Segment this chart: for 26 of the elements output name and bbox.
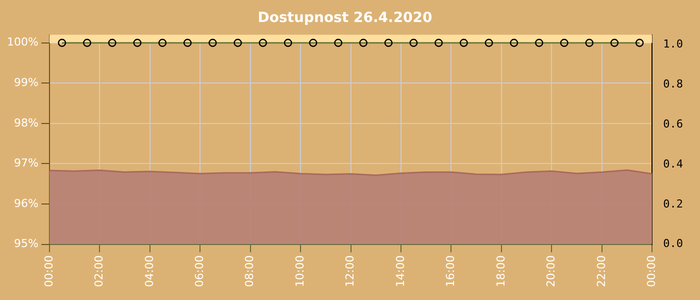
x-tick-label: 12:00 — [344, 255, 357, 288]
x-tick-label: 18:00 — [494, 255, 508, 288]
y2-tick-label: 0.0 — [663, 237, 684, 250]
y-tick-label: 96% — [14, 196, 38, 210]
x-tick-label: 10:00 — [293, 255, 306, 288]
y-tick-label: 98% — [14, 116, 38, 130]
x-tick-label: 20:00 — [544, 255, 558, 288]
y2-tick-label: 0.8 — [663, 78, 684, 91]
x-tick-label: 02:00 — [92, 255, 106, 288]
x-tick-label: 16:00 — [444, 255, 458, 288]
y-tick-label: 97% — [14, 156, 38, 170]
x-tick-label: 14:00 — [394, 255, 407, 288]
chart-title: Dostupnost 26.4.2020 — [258, 10, 433, 26]
y2-tick-label: 1.0 — [663, 38, 684, 51]
y2-tick-label: 0.2 — [663, 197, 684, 210]
y-tick-label: 100% — [6, 36, 38, 49]
x-tick-label: 04:00 — [142, 255, 156, 288]
x-tick-label: 22:00 — [594, 255, 608, 288]
y-tick-label: 99% — [14, 76, 38, 90]
y-tick-label: 95% — [14, 237, 38, 250]
y2-tick-label: 0.6 — [663, 117, 684, 130]
x-tick-label: 08:00 — [243, 255, 256, 288]
y2-tick-label: 0.4 — [663, 157, 684, 170]
x-tick-label: 00:00 — [42, 255, 56, 288]
x-tick-label: 06:00 — [192, 255, 206, 288]
x-tick-label: 00:00 — [644, 255, 658, 288]
